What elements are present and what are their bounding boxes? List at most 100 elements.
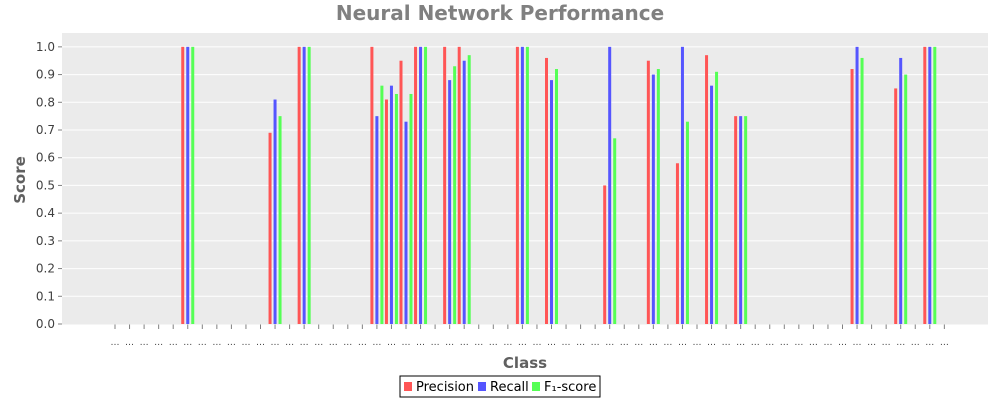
x-tick-label: … (329, 338, 338, 348)
bar-precision (646, 60, 650, 324)
x-tick-label: … (780, 338, 789, 348)
x-tick-label: … (489, 338, 498, 348)
x-axis-label: Class (503, 354, 547, 372)
x-tick-label: … (111, 338, 120, 348)
chart-title: Neural Network Performance (336, 1, 664, 25)
bars (181, 46, 937, 325)
x-tick-label: … (416, 338, 425, 348)
plot-background (62, 33, 988, 324)
x-tick-label: … (722, 338, 731, 348)
x-tick-label: … (387, 338, 396, 348)
y-tick-label: 0.6 (36, 151, 55, 165)
bar-precision (370, 46, 374, 324)
x-tick-label: … (896, 338, 905, 348)
bar-f-score (656, 69, 660, 325)
x-tick-label: … (663, 338, 672, 348)
legend-label: F₁-score (544, 380, 596, 395)
bar-precision (705, 55, 709, 325)
bar-precision (181, 46, 185, 324)
x-tick-label: … (940, 338, 949, 348)
bar-f-score (904, 74, 908, 324)
y-tick-label: 0.8 (36, 95, 55, 109)
x-tick-label: … (707, 338, 716, 348)
bar-recall (186, 46, 190, 324)
x-tick-label: … (838, 338, 847, 348)
x-tick-label: … (125, 338, 134, 348)
bar-recall (710, 85, 714, 325)
bar-f-score (467, 55, 471, 325)
y-tick-label: 1.0 (36, 40, 55, 54)
x-tick-label: … (474, 338, 483, 348)
legend-swatch (478, 382, 486, 391)
x-tick-label: … (431, 338, 440, 348)
x-tick-label: … (562, 338, 571, 348)
y-tick-label: 0.4 (36, 206, 55, 220)
x-axis-ticks: … … … … … … … … … … … … … … … … … … … … … … … … … … … … … … … … … … … … … … … …… (62, 323, 988, 348)
bar-f-score (191, 46, 195, 324)
x-tick-label: … (271, 338, 280, 348)
bar-recall (608, 46, 612, 324)
y-tick-label: 0.5 (36, 178, 55, 192)
bar-precision (603, 185, 607, 324)
x-tick-label: … (169, 338, 178, 348)
legend-label: Recall (490, 380, 529, 395)
bar-f-score (525, 46, 529, 324)
x-tick-label: … (809, 338, 818, 348)
bar-precision (923, 46, 927, 324)
bar-recall (855, 46, 859, 324)
y-tick-label: 0.1 (36, 289, 55, 303)
x-tick-label: … (198, 338, 207, 348)
x-tick-label: … (794, 338, 803, 348)
x-tick-label: … (765, 338, 774, 348)
x-tick-label: … (678, 338, 687, 348)
x-tick-label: … (634, 338, 643, 348)
x-tick-label: … (285, 338, 294, 348)
x-tick-label: … (241, 338, 250, 348)
bar-recall (651, 74, 655, 324)
bar-precision (268, 132, 272, 324)
x-tick-label: … (576, 338, 585, 348)
x-tick-label: … (853, 338, 862, 348)
y-tick-label: 0.3 (36, 234, 55, 248)
bar-precision (734, 116, 738, 325)
x-tick-label: … (402, 338, 411, 348)
x-tick-label: … (882, 338, 891, 348)
y-axis-label: Score (11, 156, 29, 204)
bar-f-score (380, 85, 384, 325)
bar-f-score (307, 46, 311, 324)
x-tick-label: … (314, 338, 323, 348)
x-tick-label: … (256, 338, 265, 348)
bar-f-score (933, 46, 937, 324)
bar-precision (399, 60, 403, 324)
x-tick-label: … (445, 338, 454, 348)
bar-recall (680, 46, 684, 324)
y-tick-label: 0.9 (36, 68, 55, 82)
bar-recall (928, 46, 932, 324)
bar-f-score (555, 69, 558, 325)
x-tick-label: … (911, 338, 920, 348)
bar-precision (545, 57, 548, 324)
x-tick-label: … (227, 338, 236, 348)
legend-box (399, 375, 601, 398)
bar-precision (297, 46, 301, 324)
x-tick-label: … (693, 338, 702, 348)
legend-label: Precision (416, 380, 474, 395)
legend-swatch (404, 382, 412, 391)
bar-precision (384, 99, 388, 324)
x-tick-label: … (460, 338, 469, 348)
bar-f-score (409, 93, 413, 324)
bar-precision (675, 163, 679, 324)
x-tick-label: … (736, 338, 745, 348)
bar-recall (739, 116, 743, 325)
bar-f-score (860, 57, 864, 324)
legend: Precision Recall F₁-score (399, 375, 601, 398)
bar-recall (520, 46, 524, 324)
x-tick-label: … (620, 338, 629, 348)
bar-f-score (424, 46, 428, 324)
bar-recall (419, 46, 423, 324)
x-tick-label: … (823, 338, 832, 348)
legend-swatch (532, 382, 540, 391)
bar-f-score (453, 66, 457, 324)
bar-precision (515, 46, 519, 324)
